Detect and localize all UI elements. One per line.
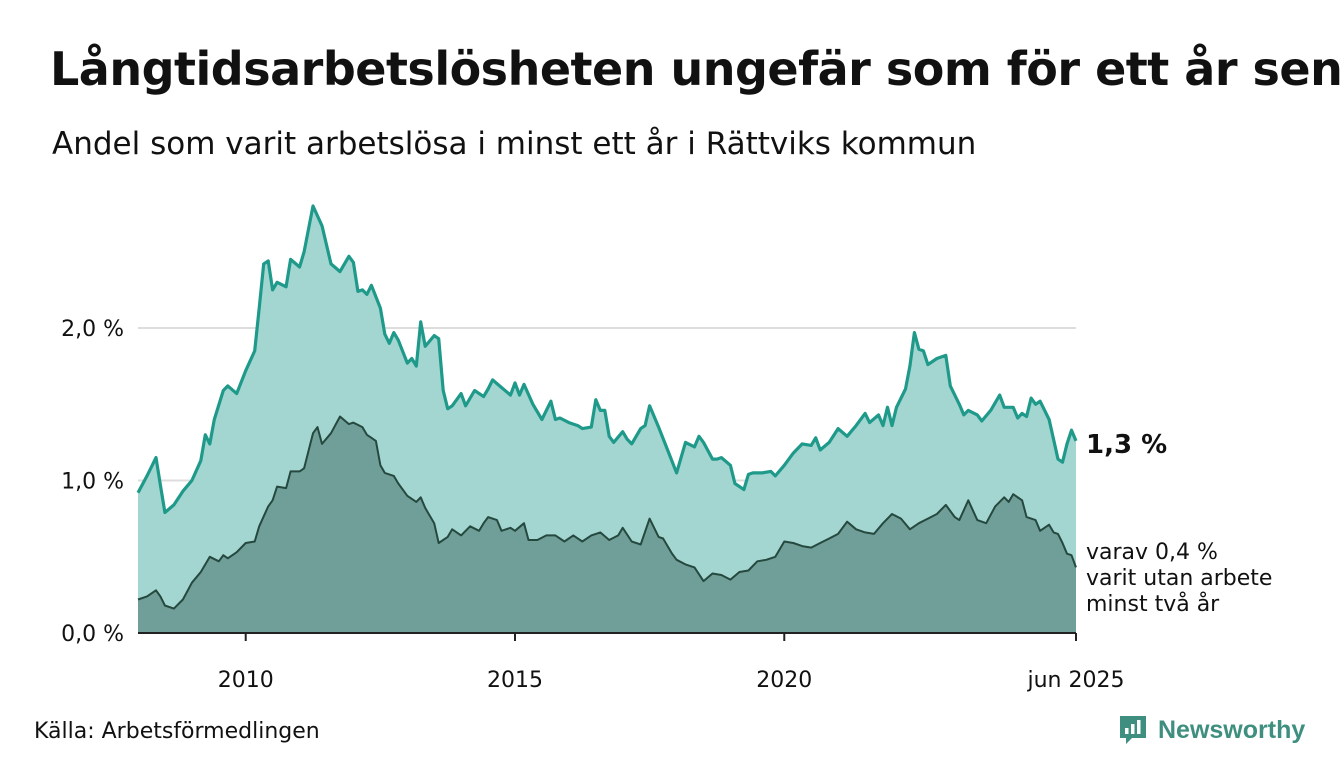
- total-value-label: 1,3 %: [1086, 430, 1168, 460]
- source-note: Källa: Arbetsförmedlingen: [34, 719, 320, 744]
- sub-line: [137, 415, 1077, 610]
- x-tick-label: 2010: [218, 668, 274, 693]
- y-tick-label: 1,0 %: [61, 470, 124, 495]
- x-axis-ticks: 2010 2015 2020 jun 2025: [218, 633, 1125, 693]
- x-tick-label: 2020: [756, 668, 812, 693]
- chart-subtitle: Andel som varit arbetslösa i minst ett å…: [52, 126, 977, 162]
- sub-value-label: varav 0,4 % varit utan arbete minst två …: [1086, 540, 1272, 618]
- y-tick-label: 2,0 %: [61, 317, 124, 342]
- sub-label-line: varit utan arbete: [1086, 566, 1273, 591]
- sub-label-line: minst två år: [1086, 592, 1220, 617]
- sub-label-line: varav 0,4 %: [1086, 540, 1218, 565]
- x-tick-label: jun 2025: [1027, 668, 1125, 693]
- y-tick-label: 0,0 %: [61, 622, 124, 647]
- brand-logo[interactable]: Newsworthy: [1118, 714, 1305, 746]
- chart-title: Långtidsarbetslösheten ungefär som för e…: [50, 42, 1340, 96]
- y-axis-ticks: 0,0 % 1,0 % 2,0 %: [61, 317, 124, 647]
- x-tick-label: 2015: [487, 668, 543, 693]
- total-line: [136, 204, 1078, 515]
- sub-area: [138, 416, 1076, 633]
- newsworthy-icon: [1120, 716, 1146, 744]
- brand-name: Newsworthy: [1158, 715, 1306, 744]
